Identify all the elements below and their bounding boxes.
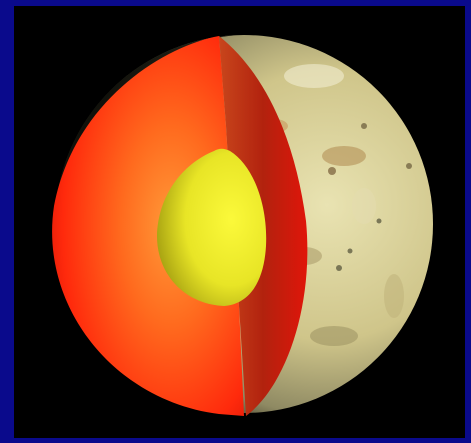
planet-cutaway-illustration	[52, 35, 433, 416]
mantle-cut-face	[52, 36, 244, 416]
image-canvas	[14, 6, 465, 438]
core	[157, 148, 267, 306]
